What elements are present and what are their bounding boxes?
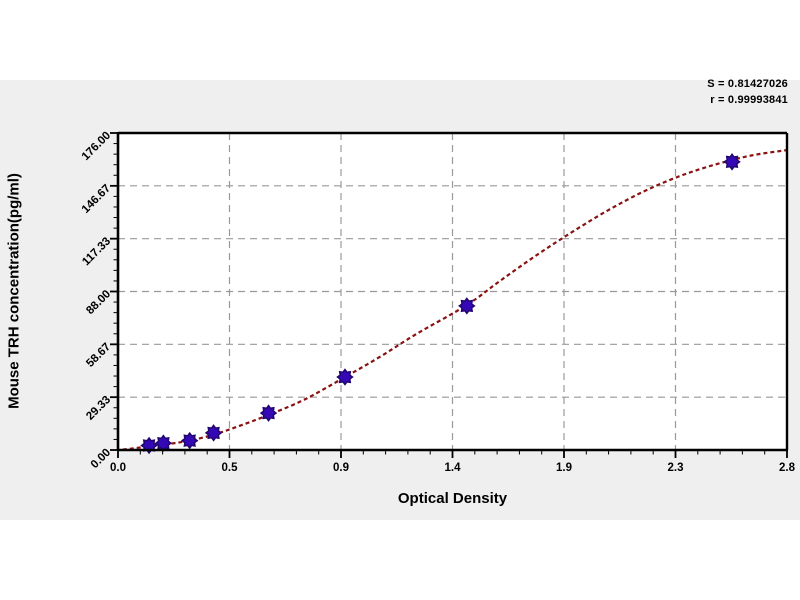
x-tick-label: 2.8	[779, 462, 796, 474]
y-tick-label: 29.33	[84, 394, 113, 423]
data-point-marker	[259, 404, 278, 422]
fit-stat-s: S = 0.81427026	[707, 78, 788, 90]
y-tick-label: 146.67	[80, 182, 113, 215]
y-tick-label: 88.00	[84, 288, 113, 317]
data-point-marker	[180, 431, 199, 450]
y-axis-title: Mouse TRH concentration(pg/ml)	[5, 173, 23, 409]
fit-stat-r: r = 0.99993841	[710, 94, 788, 106]
data-point-marker	[458, 297, 476, 315]
x-tick-label: 0.0	[110, 462, 126, 474]
x-tick-label: 2.3	[667, 462, 683, 474]
data-point-marker	[204, 424, 223, 442]
x-tick-label: 1.9	[556, 462, 572, 474]
x-axis-title: Optical Density	[397, 490, 508, 507]
data-point-marker	[723, 153, 741, 171]
x-tick-label: 0.5	[222, 462, 239, 474]
data-point-marker	[154, 434, 173, 452]
y-tick-label: 176.00	[80, 130, 113, 163]
y-tick-label: 117.33	[80, 235, 113, 268]
y-tick-label: 58.67	[84, 341, 113, 370]
data-point-marker	[336, 368, 354, 386]
fit-statistics: S = 0.81427026 r = 0.99993841	[707, 76, 788, 108]
x-tick-label: 1.4	[445, 462, 462, 474]
x-tick-label: 0.9	[333, 462, 349, 474]
